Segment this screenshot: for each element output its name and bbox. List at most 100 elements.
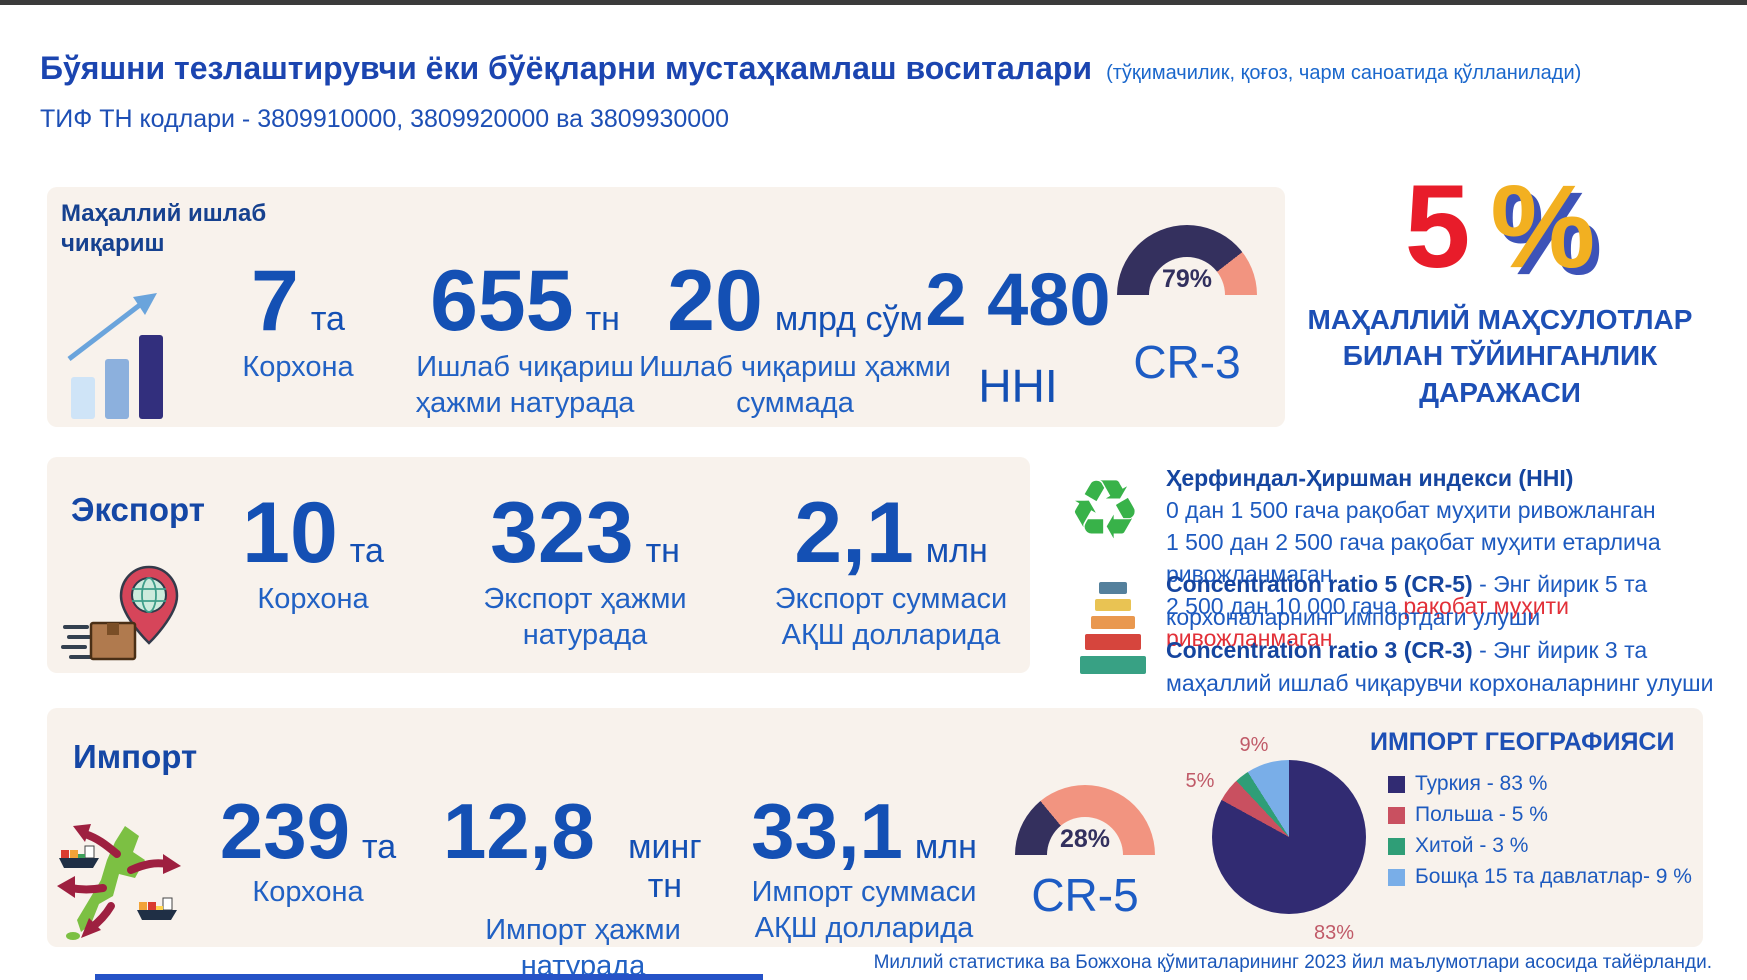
stat-value: 655 — [430, 253, 574, 349]
hhi-range-3-warning: рақобат муҳити ривожланмаган — [1166, 593, 1569, 651]
cr5-term: Concentration ratio 5 (CR-5) — [1166, 571, 1473, 597]
saturation-value-row: 5 % — [1300, 168, 1700, 286]
import-card: Импорт — [47, 708, 1703, 980]
stat-unit: минг тн — [628, 828, 702, 905]
stat-value: 10 — [242, 485, 338, 581]
stat-value: 7 — [251, 253, 299, 349]
stat-label: Ишлаб чиқариш ҳажми суммада — [639, 350, 951, 419]
local-volume-sum-stat: 20 млрд сўм Ишлаб чиқариш ҳажми суммада — [635, 253, 955, 421]
stat-label: Корхона — [252, 876, 364, 909]
import-map-arrows-icon — [57, 824, 181, 940]
saturation-caption: МАҲАЛЛИЙ МАҲСУЛОТЛАР БИЛАН ТЎЙИНГАНЛИК Д… — [1307, 304, 1693, 408]
stat-label: Экспорт суммаси АҚШ долларида — [774, 582, 1008, 651]
hhi-stat: 2 480 HHI — [923, 258, 1113, 413]
stat-label: Экспорт ҳажми натурада — [483, 582, 687, 651]
cr3-definition: Concentration ratio 3 (CR-3) - Энг йирик… — [1166, 634, 1726, 700]
import-volume-stat: 12,8 минг тн Импорт ҳажми натурада — [443, 787, 723, 980]
legend-swatch — [1388, 868, 1405, 886]
local-production-label: Маҳаллий ишлаб чиқариш — [61, 200, 267, 257]
cr5-definition: Concentration ratio 5 (CR-5) - Энг йирик… — [1166, 568, 1726, 634]
stat-label: Импорт суммаси АҚШ долларида — [751, 876, 977, 945]
export-section-label: Экспорт — [71, 491, 205, 528]
stat-value: 2 480 — [925, 258, 1111, 341]
legend-label: Туркия - 83 % — [1415, 772, 1548, 795]
stat-value: 20 — [667, 253, 763, 349]
import-geography-pie — [1212, 760, 1366, 914]
saturation-block: 5 % МАҲАЛЛИЙ МАҲСУЛОТЛАР БИЛАН ТЎЙИНГАНЛ… — [1300, 168, 1700, 411]
stat-value: 33,1 — [751, 787, 903, 875]
stat-unit: млрд сўм — [774, 300, 923, 338]
hs-codes-subtitle: ТИФ ТН кодлари - 3809910000, 3809920000 … — [40, 105, 730, 133]
bar-chart-growth-icon — [67, 293, 163, 419]
local-enterprises-stat: 7 та Корхона — [188, 253, 408, 385]
hhi-label: HHI — [978, 360, 1058, 413]
export-volume-stat: 323 тн Экспорт ҳажми натурада — [455, 485, 715, 653]
stat-unit: та — [310, 300, 345, 338]
import-enterprises-stat: 239 та Корхона — [198, 787, 418, 910]
percent-sign: % — [1490, 161, 1596, 293]
local-production-card: Маҳаллий ишлаб чиқариш 7 та Корхона 655 тн… — [47, 187, 1285, 427]
hhi-definition-title: Ҳерфиндал-Ҳиршман индекси (HHI) — [1166, 465, 1574, 491]
cr5-gauge: 28% — [1015, 785, 1155, 855]
stat-value: 12,8 — [443, 787, 595, 875]
legend-label: Польша - 5 % — [1415, 803, 1548, 826]
stat-unit: млн — [914, 828, 977, 866]
page-title: Бўяшни тезлаштирувчи ёки бўёқларни муста… — [40, 50, 1720, 87]
bottom-partial-bar — [95, 974, 763, 980]
export-shipping-icon — [61, 565, 179, 661]
stat-unit: тн — [585, 300, 620, 338]
legend-item-others: Бошқа 15 та давлатлар- 9 % — [1388, 865, 1692, 889]
legend-label: Бошқа 15 та давлатлар- 9 % — [1415, 865, 1692, 888]
pie-label-turkey: 83% — [1313, 922, 1355, 944]
legend-label: Хитой - 3 % — [1415, 834, 1529, 857]
export-enterprises-stat: 10 та Корхона — [203, 485, 423, 617]
recycle-icon: ♻ — [1068, 463, 1142, 558]
cr5-gauge-value: 28% — [1059, 825, 1111, 853]
legend-item-turkey: Туркия - 83 % — [1388, 772, 1692, 796]
import-geography-legend: Туркия - 83 % Польша - 5 % Хитой - 3 % Б… — [1388, 772, 1692, 896]
saturation-value: 5 — [1404, 161, 1471, 293]
stat-label: Ишлаб чиқариш ҳажми натурада — [415, 350, 635, 419]
export-sum-stat: 2,1 млн Экспорт суммаси АҚШ долларида — [751, 485, 1031, 653]
import-geography-title: ИМПОРТ ГЕОГРАФИЯСИ — [1370, 728, 1675, 756]
hhi-definition: Ҳерфиндал-Ҳиршман индекси (HHI) 0 дан 1 … — [1166, 462, 1726, 654]
legend-item-china: Хитой - 3 % — [1388, 834, 1692, 858]
stat-value: 323 — [490, 485, 634, 581]
hhi-range-3-prefix: 2 500 дан 10 000 гача — [1166, 593, 1404, 619]
cr3-gauge-value: 79% — [1161, 265, 1213, 293]
cr5-description: - Энг йирик 5 та корхоналарнинг импортда… — [1166, 571, 1648, 630]
stat-label: Импорт ҳажми натурада — [485, 914, 681, 980]
stat-label: Корхона — [242, 350, 354, 383]
legend-item-poland: Польша - 5 % — [1388, 803, 1692, 827]
legend-swatch — [1388, 775, 1405, 793]
stat-unit: млн — [925, 532, 988, 570]
stat-label: Корхона — [257, 582, 369, 615]
cr3-description: - Энг йирик 3 та маҳаллий ишлаб чиқарувч… — [1166, 637, 1714, 696]
cr-definitions: Concentration ratio 5 (CR-5) - Энг йирик… — [1166, 568, 1726, 700]
stat-value: 239 — [219, 787, 351, 875]
stat-unit: тн — [645, 532, 680, 570]
legend-swatch — [1388, 806, 1405, 824]
data-source-footer: Миллий статистика ва Божхона қўмиталарин… — [873, 952, 1712, 973]
cr3-label: CR-3 — [1133, 336, 1241, 388]
top-strip — [0, 0, 1747, 5]
stat-value: 2,1 — [794, 485, 914, 581]
hhi-range-3: 2 500 дан 10 000 гача рақобат муҳити рив… — [1166, 590, 1726, 654]
hhi-range-1: 0 дан 1 500 гача рақобат муҳити ривожлан… — [1166, 497, 1656, 523]
import-sum-stat: 33,1 млн Импорт суммаси АҚШ долларида — [724, 787, 1004, 947]
cr5-label: CR-5 — [1031, 869, 1139, 921]
pie-label-poland: 5% — [1185, 770, 1215, 792]
cr3-gauge: 79% — [1117, 225, 1257, 295]
legend-swatch — [1388, 837, 1405, 855]
local-volume-natural-stat: 655 тн Ишлаб чиқариш ҳажми натурада — [405, 253, 645, 421]
page-title-note: (тўқимачилик, қоғоз, чарм саноатида қўлл… — [1106, 62, 1582, 84]
stacked-bars-icon — [1080, 582, 1146, 674]
export-card: Экспорт 10 та Корхона 323 тн Экспорт ҳажми… — [47, 457, 1030, 673]
cr3-term: Concentration ratio 3 (CR-3) — [1166, 637, 1473, 663]
import-section-label: Импорт — [73, 738, 198, 775]
pie-label-others: 9% — [1239, 734, 1269, 756]
hhi-range-2: 1 500 дан 2 500 гача рақобат муҳити етар… — [1166, 529, 1661, 587]
page-title-text: Бўяшни тезлаштирувчи ёки бўёқларни муста… — [40, 50, 1093, 86]
stat-unit: та — [362, 828, 397, 866]
